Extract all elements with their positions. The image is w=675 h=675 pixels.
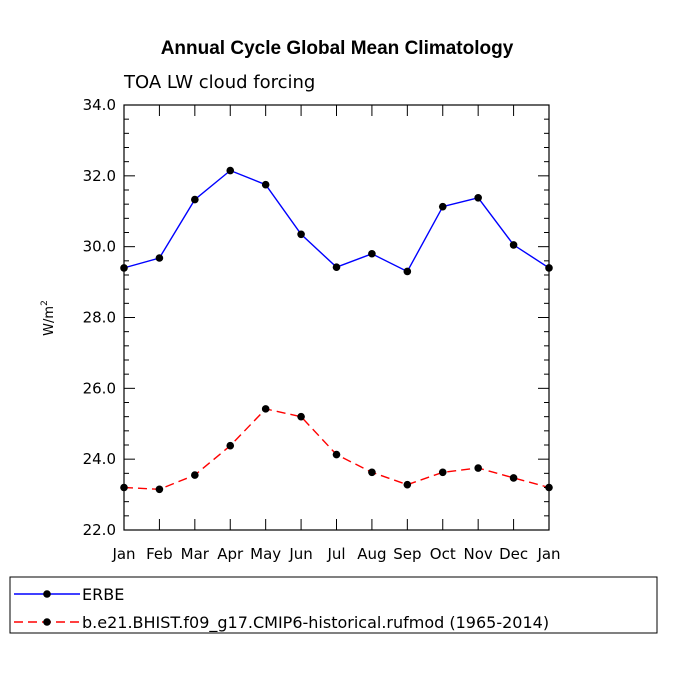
x-tick-label: Jan [111, 545, 135, 563]
series-2-marker [368, 468, 376, 477]
series-2-marker [261, 405, 270, 413]
y-tick-label: 34.0 [83, 96, 116, 114]
x-tick-label: Dec [499, 545, 528, 563]
series-2-marker [509, 474, 518, 482]
plot-frame [123, 104, 550, 531]
series-line-1 [123, 169, 550, 273]
x-tick-label: Oct [430, 545, 456, 563]
legend: ERBE b.e21.BHIST.f09_g17.CMIP6-historical… [9, 576, 658, 634]
series-2-marker [403, 480, 412, 489]
y-tick-label: 30.0 [83, 238, 116, 256]
series-1-marker [226, 166, 235, 175]
series-1-marker [297, 230, 305, 239]
chart-title: Annual Cycle Global Mean Climatology [161, 38, 514, 59]
series-1-marker [155, 254, 164, 262]
y-tick-label: 22.0 [83, 521, 116, 539]
series-layer [120, 166, 553, 494]
series-1-marker [403, 267, 412, 276]
series-1-marker [438, 202, 447, 211]
series-2-marker [297, 412, 305, 421]
y-tick-label: 32.0 [83, 167, 116, 185]
x-tick-label: Nov [464, 545, 493, 563]
series-1-marker [474, 193, 482, 202]
x-tick-label: Jan [536, 545, 560, 563]
x-tick-label: Sep [393, 545, 421, 563]
y-tick-label: 26.0 [83, 379, 116, 397]
y-axis-label-base: W/m [42, 306, 57, 336]
y-axis-label: W/m2 [40, 300, 57, 336]
legend-box [9, 576, 658, 634]
x-tick-label: Mar [181, 545, 210, 563]
x-tick-label: Aug [357, 545, 386, 563]
series-1-marker [332, 263, 341, 272]
legend-label-1: ERBE [82, 585, 124, 604]
series-1-marker [261, 180, 270, 189]
series-1-marker [191, 195, 199, 204]
legend-marker-2 [43, 618, 51, 626]
y-axis-ticks: 22.0 24.0 26.0 28.0 30.0 32.0 34.0 [83, 96, 549, 539]
y-tick-label: 24.0 [83, 450, 116, 468]
legend-marker-1 [43, 590, 51, 598]
y-axis-label-superscript: 2 [40, 300, 50, 306]
series-1-marker [509, 241, 518, 249]
x-tick-label: Feb [146, 545, 173, 563]
x-tick-label: Jul [326, 545, 345, 563]
x-tick-label: Apr [217, 545, 244, 563]
series-1-marker [368, 249, 376, 258]
series-2-marker [191, 471, 199, 479]
series-2-marker [155, 485, 164, 494]
x-axis-ticks: Jan Feb Mar Apr May Jun Jul Aug Sep Oct Nov Dec Jan [111, 105, 561, 563]
series-2-marker [332, 450, 341, 459]
x-tick-label: Jun [288, 545, 312, 563]
legend-label-2: b.e21.BHIST.f09_g17.CMIP6-historical.ruf… [82, 613, 549, 633]
y-tick-label: 28.0 [83, 309, 116, 327]
series-line-2 [123, 408, 550, 491]
chart-subtitle: TOA LW cloud forcing [123, 72, 315, 93]
series-2-marker [438, 468, 447, 477]
x-tick-label: May [250, 545, 281, 563]
series-2-marker [474, 464, 482, 472]
series-2-marker [226, 441, 235, 450]
